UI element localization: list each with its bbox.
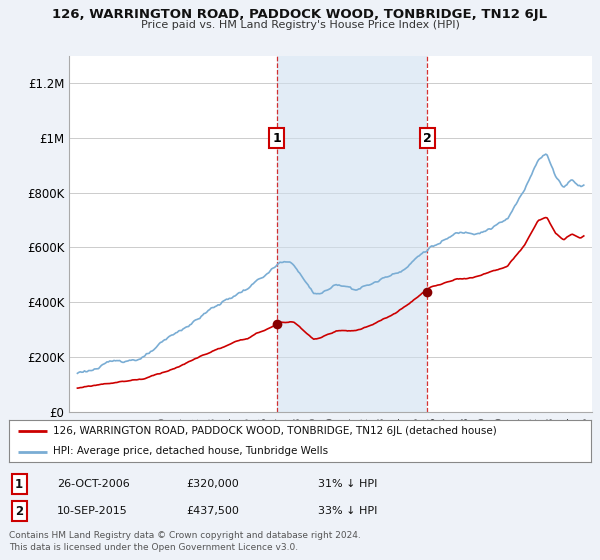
Bar: [277, 56, 427, 412]
Text: 2: 2: [15, 505, 23, 518]
Text: Contains HM Land Registry data © Crown copyright and database right 2024.
This d: Contains HM Land Registry data © Crown c…: [9, 531, 361, 552]
Text: HPI: Average price, detached house, Tunbridge Wells: HPI: Average price, detached house, Tunb…: [53, 446, 328, 456]
Text: 31% ↓ HPI: 31% ↓ HPI: [318, 479, 377, 489]
Text: £437,500: £437,500: [186, 506, 239, 516]
Text: 126, WARRINGTON ROAD, PADDOCK WOOD, TONBRIDGE, TN12 6JL: 126, WARRINGTON ROAD, PADDOCK WOOD, TONB…: [52, 8, 548, 21]
Text: 126, WARRINGTON ROAD, PADDOCK WOOD, TONBRIDGE, TN12 6JL (detached house): 126, WARRINGTON ROAD, PADDOCK WOOD, TONB…: [53, 426, 496, 436]
Text: Price paid vs. HM Land Registry's House Price Index (HPI): Price paid vs. HM Land Registry's House …: [140, 20, 460, 30]
Text: 1: 1: [272, 132, 281, 144]
Text: 2: 2: [423, 132, 431, 144]
Text: 26-OCT-2006: 26-OCT-2006: [57, 479, 130, 489]
Text: 33% ↓ HPI: 33% ↓ HPI: [318, 506, 377, 516]
Text: 10-SEP-2015: 10-SEP-2015: [57, 506, 128, 516]
Text: £320,000: £320,000: [186, 479, 239, 489]
Text: 1: 1: [15, 478, 23, 491]
